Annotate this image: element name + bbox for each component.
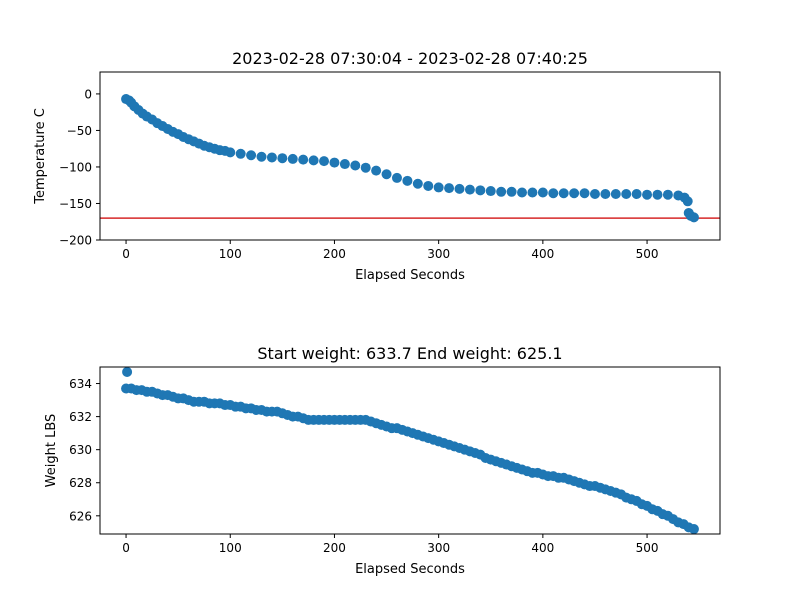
data-point <box>475 185 486 196</box>
data-point <box>423 180 434 191</box>
data-point <box>319 156 330 167</box>
axes-frame <box>99 366 721 535</box>
temperature-panel: 2023-02-28 07:30:04 - 2023-02-28 07:40:2… <box>33 49 721 283</box>
y-axis-label: Temperature C <box>33 108 48 205</box>
data-point <box>433 182 444 193</box>
data-point <box>308 155 319 166</box>
data-point <box>548 188 559 199</box>
x-tick-label: 500 <box>636 541 659 555</box>
data-point <box>412 178 423 189</box>
data-point <box>246 150 257 161</box>
data-point <box>360 162 371 173</box>
data-point <box>391 172 402 183</box>
data-point <box>287 153 298 164</box>
data-point <box>506 186 517 197</box>
chart-title: 2023-02-28 07:30:04 - 2023-02-28 07:40:2… <box>232 49 588 68</box>
data-point <box>235 148 246 159</box>
x-tick-label: 300 <box>427 247 450 261</box>
data-point <box>444 183 455 194</box>
data-point <box>454 183 465 194</box>
x-tick-label: 0 <box>122 541 130 555</box>
data-point <box>688 524 699 535</box>
data-point <box>277 153 288 164</box>
data-point <box>662 189 673 200</box>
data-point <box>642 189 653 200</box>
axes-frame <box>99 71 721 241</box>
y-tick-label: −200 <box>59 234 92 248</box>
data-point <box>339 159 350 170</box>
y-tick-label: 628 <box>69 476 92 490</box>
x-tick-label: 100 <box>219 541 242 555</box>
data-point <box>371 165 382 176</box>
x-tick-label: 500 <box>636 247 659 261</box>
y-tick-label: 632 <box>69 410 92 424</box>
data-point <box>256 151 267 162</box>
x-tick-label: 300 <box>427 541 450 555</box>
data-point <box>621 188 632 199</box>
x-tick-label: 200 <box>323 541 346 555</box>
data-point <box>225 147 236 158</box>
y-tick-label: 634 <box>69 377 92 391</box>
data-point <box>464 184 475 195</box>
data-point <box>122 366 133 377</box>
data-point <box>688 212 699 223</box>
weight-panel: Start weight: 633.7 End weight: 625.1 0 10… <box>44 344 721 577</box>
y-tick-label: −50 <box>67 124 92 138</box>
x-tick-label: 100 <box>219 247 242 261</box>
data-point <box>569 188 580 199</box>
data-point <box>517 187 528 198</box>
series-0 <box>121 366 699 535</box>
x-tick-label: 400 <box>531 541 554 555</box>
data-point <box>298 154 309 165</box>
x-axis-label: Elapsed Seconds <box>355 268 465 283</box>
data-point <box>527 187 538 198</box>
data-point <box>652 189 663 200</box>
y-tick-label: 630 <box>69 443 92 457</box>
data-point <box>350 160 361 171</box>
data-point <box>537 187 548 198</box>
data-point <box>402 175 413 186</box>
y-axis-label: Weight LBS <box>44 414 59 488</box>
data-point <box>589 188 600 199</box>
x-tick-label: 0 <box>122 247 130 261</box>
data-point <box>485 186 496 197</box>
x-tick-label: 200 <box>323 247 346 261</box>
data-point <box>329 157 340 168</box>
data-point <box>631 188 642 199</box>
data-point <box>496 186 507 197</box>
y-tick-label: −150 <box>59 197 92 211</box>
data-point <box>600 188 611 199</box>
y-tick-label: −100 <box>59 160 92 174</box>
x-axis-label: Elapsed Seconds <box>355 562 465 577</box>
x-tick-label: 400 <box>531 247 554 261</box>
data-point <box>266 152 277 163</box>
data-point <box>682 196 693 207</box>
chart-title: Start weight: 633.7 End weight: 625.1 <box>257 344 562 363</box>
y-tick-label: 626 <box>69 509 92 523</box>
data-point <box>610 188 621 199</box>
data-point <box>381 169 392 180</box>
data-point <box>558 188 569 199</box>
series-0 <box>121 94 699 223</box>
y-tick-label: 0 <box>84 87 92 101</box>
data-point <box>579 188 590 199</box>
